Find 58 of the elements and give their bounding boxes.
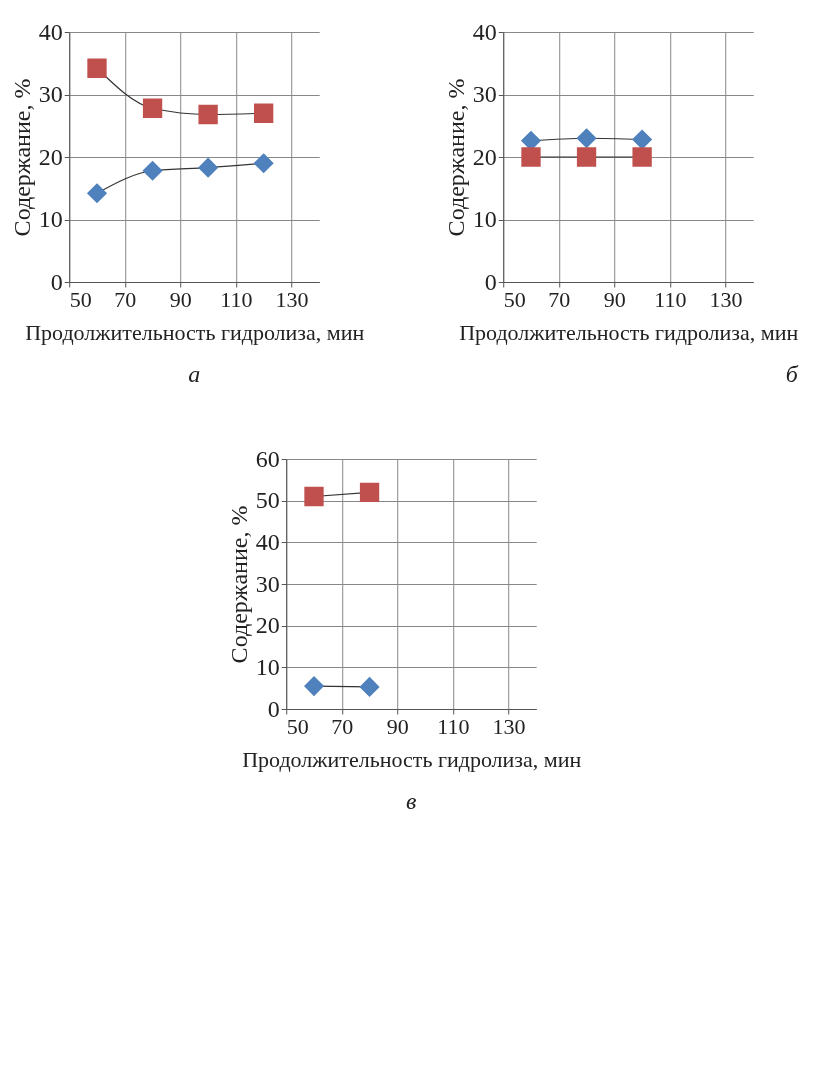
x-tick-label: 50 bbox=[286, 713, 309, 739]
y-tick-label: 10 bbox=[255, 653, 280, 680]
y-tick-label: 50 bbox=[255, 487, 280, 514]
x-tick-label: 110 bbox=[220, 286, 253, 312]
x-tick-label: 50 bbox=[69, 286, 92, 312]
x-tick-label: 90 bbox=[169, 286, 192, 312]
x-tick-label: 130 bbox=[492, 713, 526, 739]
y-tick-label: 0 bbox=[50, 268, 63, 295]
point bbox=[304, 676, 324, 696]
y-axis-title: Содержание, % bbox=[8, 78, 35, 237]
x-tick-label: 130 bbox=[275, 286, 309, 312]
x-tick-label: 70 bbox=[548, 286, 571, 312]
x-axis-title: Продолжительность гидролиза, мин bbox=[242, 746, 582, 772]
point bbox=[254, 103, 274, 123]
y-tick-label: 20 bbox=[255, 612, 280, 639]
y-tick-label: 10 bbox=[472, 206, 497, 232]
point bbox=[304, 486, 324, 507]
y-tick-label: 30 bbox=[255, 570, 280, 597]
y-axis-title: Содержание, % bbox=[442, 78, 469, 237]
point bbox=[87, 58, 107, 78]
y-tick-label: 60 bbox=[255, 445, 280, 472]
x-tick-label: 110 bbox=[437, 713, 470, 739]
point bbox=[359, 677, 380, 697]
y-tick-label: 30 bbox=[472, 81, 497, 107]
x-tick-label: 90 bbox=[603, 286, 626, 312]
y-tick-label: 20 bbox=[38, 143, 63, 170]
point bbox=[632, 129, 652, 150]
y-tick-label: 30 bbox=[38, 81, 63, 107]
y-tick-label: 40 bbox=[472, 18, 497, 45]
x-tick-label: 70 bbox=[331, 713, 354, 739]
point bbox=[87, 183, 107, 203]
text: в bbox=[406, 788, 417, 814]
x-axis-title: Продолжительность гидролиза, мин bbox=[459, 319, 799, 345]
x-tick-label: 130 bbox=[709, 286, 743, 312]
point bbox=[198, 157, 218, 178]
point bbox=[521, 147, 541, 167]
y-tick-label: 20 bbox=[472, 143, 497, 170]
point bbox=[142, 98, 163, 118]
text: а bbox=[188, 361, 201, 387]
point bbox=[254, 153, 274, 173]
text: б bbox=[785, 361, 799, 387]
x-tick-label: 90 bbox=[386, 713, 409, 739]
y-axis-title: Содержание, % bbox=[225, 505, 252, 664]
point bbox=[576, 128, 597, 148]
point bbox=[359, 482, 380, 502]
y-tick-label: 0 bbox=[484, 268, 497, 295]
x-tick-label: 110 bbox=[654, 286, 687, 312]
y-tick-label: 0 bbox=[267, 695, 280, 722]
point bbox=[198, 104, 218, 125]
point bbox=[576, 147, 597, 167]
x-tick-label: 50 bbox=[503, 286, 526, 312]
x-tick-label: 70 bbox=[114, 286, 137, 312]
point bbox=[632, 147, 652, 167]
point bbox=[142, 161, 163, 181]
x-axis-title: Продолжительность гидролиза, мин bbox=[25, 319, 365, 345]
y-tick-label: 40 bbox=[38, 18, 63, 45]
y-tick-label: 40 bbox=[255, 528, 280, 555]
y-tick-label: 10 bbox=[38, 206, 63, 232]
